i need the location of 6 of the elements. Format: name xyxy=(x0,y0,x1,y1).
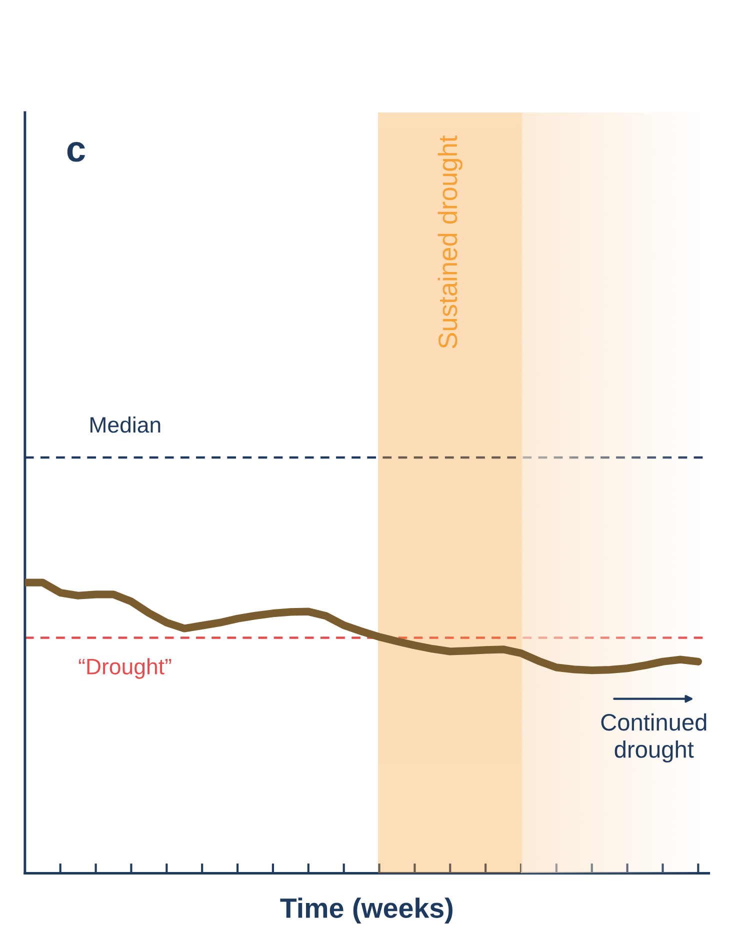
text: c xyxy=(67,142,85,162)
ref-line-label: Median xyxy=(90,416,160,433)
annotation: Continued drought xyxy=(601,713,706,763)
text: Sustained drought xyxy=(438,135,462,348)
x-axis-title: Time (weeks) xyxy=(280,898,452,924)
ref-line-label: “Drought” xyxy=(78,658,172,679)
